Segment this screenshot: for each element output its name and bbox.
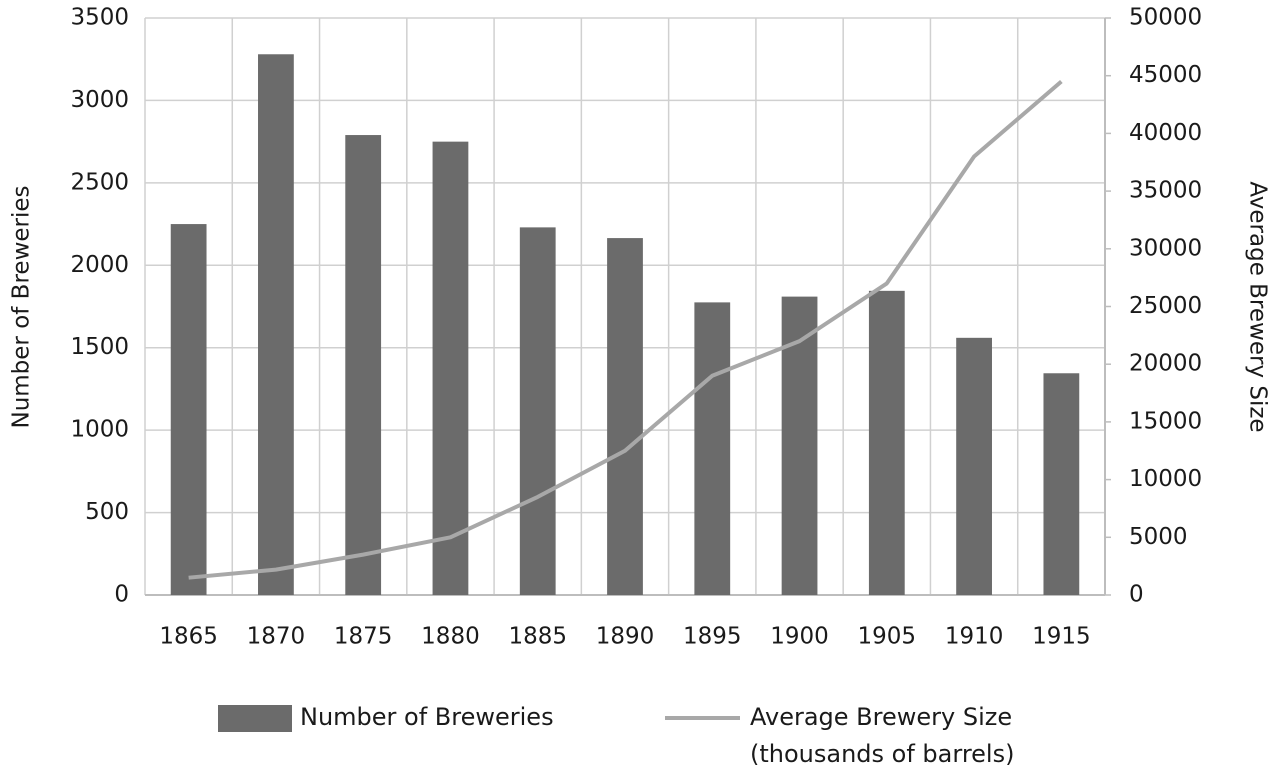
y2-tick-label: 40000 bbox=[1129, 120, 1202, 146]
x-tick-label: 1905 bbox=[858, 624, 917, 650]
y-tick-label: 0 bbox=[114, 582, 129, 608]
y-tick-label: 2500 bbox=[70, 169, 129, 195]
x-tick-label: 1890 bbox=[596, 624, 655, 650]
line bbox=[188, 79, 1063, 580]
x-tick-label: 1910 bbox=[945, 624, 1004, 650]
y2-tick-label: 45000 bbox=[1129, 62, 1202, 88]
x-tick-label: 1900 bbox=[770, 624, 829, 650]
y2-tick-label: 50000 bbox=[1129, 5, 1202, 31]
bar bbox=[868, 290, 905, 595]
y2-tick-label: 35000 bbox=[1129, 178, 1202, 204]
bar bbox=[519, 227, 556, 595]
x-tick-label: 1870 bbox=[247, 624, 306, 650]
y-tick-label: 1000 bbox=[70, 417, 129, 443]
x-tick-label: 1885 bbox=[508, 624, 567, 650]
y2-tick-label: 10000 bbox=[1129, 466, 1202, 492]
x-tick-label: 1865 bbox=[159, 624, 218, 650]
bar bbox=[170, 224, 207, 596]
bar bbox=[345, 135, 382, 595]
y2-tick-label: 15000 bbox=[1129, 408, 1202, 434]
y-tick-label: 1500 bbox=[70, 334, 129, 360]
bar bbox=[1043, 373, 1080, 595]
y-axis-title: Number of Breweries bbox=[9, 185, 35, 428]
y2-tick-label: 30000 bbox=[1129, 235, 1202, 261]
bar bbox=[432, 141, 469, 595]
y-tick-label: 3000 bbox=[70, 87, 129, 113]
bar bbox=[694, 302, 731, 595]
y-tick-label: 2000 bbox=[70, 252, 129, 278]
bar bbox=[956, 337, 992, 595]
y2-tick-label: 0 bbox=[1129, 582, 1144, 608]
legend-label: Average Brewery Size (thousands of barre… bbox=[750, 703, 1015, 768]
x-tick-label: 1875 bbox=[334, 624, 393, 650]
x-tick-label: 1895 bbox=[683, 624, 742, 650]
legend-swatch-bar bbox=[218, 705, 292, 732]
bar bbox=[258, 54, 294, 596]
y2-tick-label: 20000 bbox=[1129, 351, 1202, 377]
y-tick-label: 500 bbox=[85, 499, 129, 525]
bar bbox=[607, 238, 643, 595]
y2-tick-label: 25000 bbox=[1129, 293, 1202, 319]
x-tick-label: 1880 bbox=[421, 624, 480, 650]
x-tick-label: 1915 bbox=[1032, 624, 1091, 650]
y-tick-label: 3500 bbox=[70, 5, 129, 31]
y2-axis-title: Average Brewery Size bbox=[1245, 181, 1271, 432]
legend-swatch-line bbox=[665, 716, 740, 720]
legend-label: Number of Breweries bbox=[300, 703, 554, 731]
y2-tick-label: 5000 bbox=[1129, 524, 1188, 550]
